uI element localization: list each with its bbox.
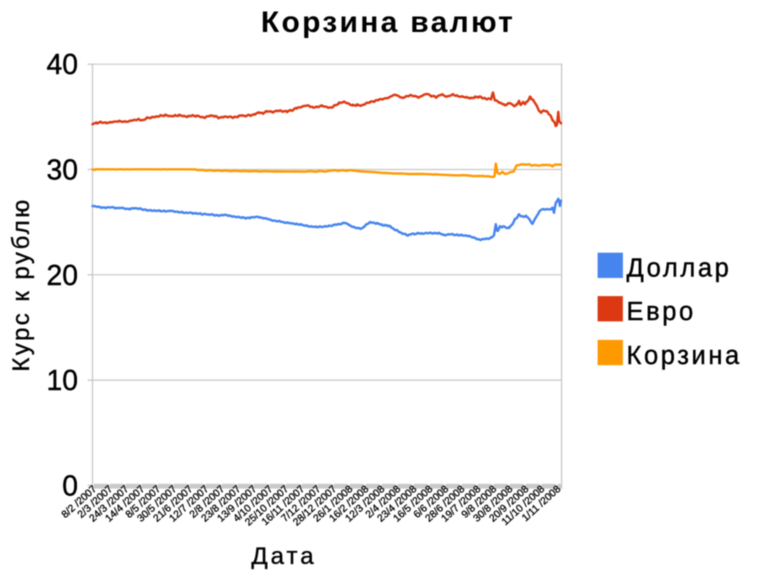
- svg-text:Корзина: Корзина: [627, 342, 742, 370]
- svg-text:Корзина валют: Корзина валют: [261, 6, 515, 39]
- svg-text:Дата: Дата: [251, 543, 316, 570]
- svg-text:Курс к рублю: Курс к рублю: [8, 197, 35, 371]
- svg-text:20: 20: [47, 259, 78, 291]
- svg-text:10: 10: [47, 364, 78, 396]
- svg-text:30: 30: [47, 154, 78, 186]
- svg-text:Доллар: Доллар: [627, 255, 732, 283]
- svg-text:Евро: Евро: [627, 298, 696, 326]
- svg-text:0: 0: [62, 469, 78, 501]
- svg-text:40: 40: [47, 48, 78, 80]
